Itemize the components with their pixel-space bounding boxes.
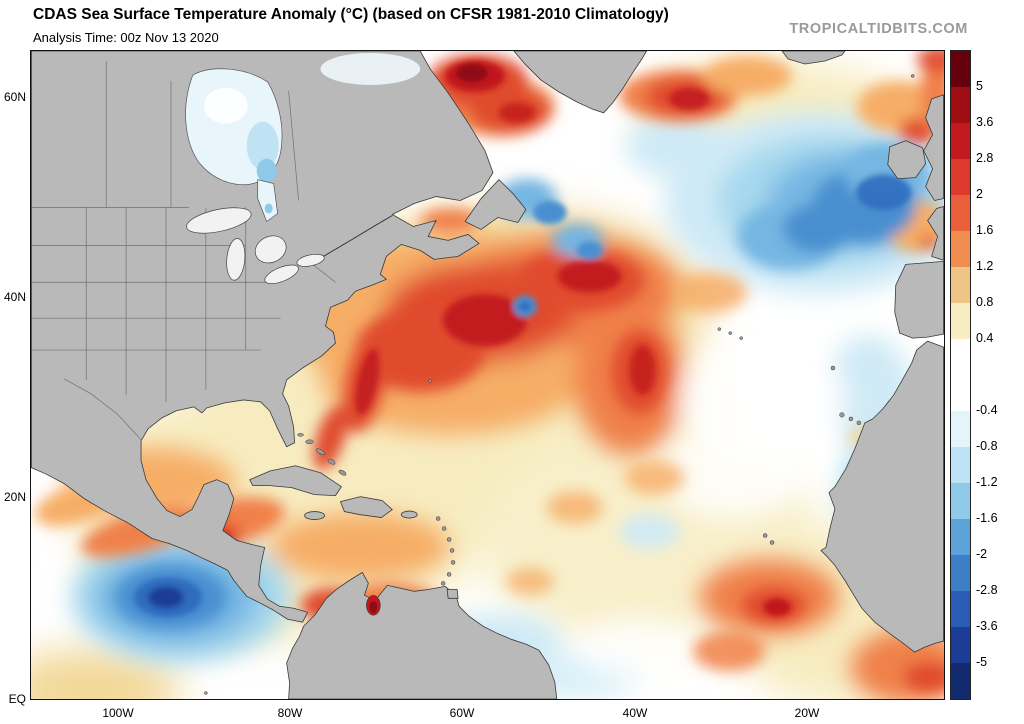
colorbar-segment	[951, 123, 970, 159]
page-title: CDAS Sea Surface Temperature Anomaly (°C…	[33, 6, 669, 23]
north-america	[31, 51, 494, 623]
james-bay	[257, 179, 279, 223]
colorbar-tick-label: 3.6	[976, 115, 994, 129]
great-lakes	[186, 207, 325, 284]
colorbar-tick-label: 1.6	[976, 223, 994, 237]
colorbar-tick-label: 0.4	[976, 331, 994, 345]
map-canvas	[30, 50, 945, 700]
colorbar-tick-label: 5	[976, 79, 983, 93]
watermark: TROPICALTIDBITS.COM	[789, 21, 968, 37]
colorbar-scale	[950, 50, 971, 700]
lat-label-60n: 60N	[3, 90, 26, 104]
lon-label-80w: 80W	[277, 706, 303, 720]
africa	[820, 340, 944, 653]
colorbar-segment	[951, 303, 970, 339]
lon-label-100w: 100W	[102, 706, 134, 720]
analysis-time: Analysis Time: 00z Nov 13 2020	[33, 30, 219, 45]
ireland	[887, 140, 927, 180]
colorbar-segment	[951, 267, 970, 303]
colorbar-tick-label: -5	[976, 655, 988, 669]
colorbar-tick-label: 2.8	[976, 151, 994, 165]
colorbar-labels: 5 3.6 2.8 2 1.6 1.2 0.8 0.4 -0.4 -0.8 -1.2 -1.6 -2 -2…	[976, 50, 1020, 700]
colorbar-tick-label: 1.2	[976, 259, 994, 273]
colorbar-segment	[951, 627, 970, 663]
lon-label-20w: 20W	[794, 706, 820, 720]
colorbar-segment	[951, 87, 970, 123]
colorbar-segment	[951, 447, 970, 483]
colorbar-tick-label: 0.8	[976, 295, 994, 309]
colorbar-segment	[951, 663, 970, 699]
france	[927, 206, 944, 261]
colorbar-segment	[951, 519, 970, 555]
colorbar-segment	[951, 51, 970, 87]
colorbar-tick-label: -0.8	[976, 439, 998, 453]
lat-label-20n: 20N	[3, 490, 26, 504]
colorbar-tick-label: -2	[976, 547, 988, 561]
puerto-rico	[400, 510, 418, 519]
iceland	[781, 51, 846, 65]
hispaniola	[340, 496, 393, 518]
lat-label-40n: 40N	[3, 290, 26, 304]
sst-anomaly-map	[31, 51, 944, 699]
jamaica	[304, 511, 325, 520]
colorbar-tick-label: -2.8	[976, 583, 998, 597]
newfoundland	[464, 179, 527, 230]
colorbar-segment	[951, 159, 970, 195]
hudson-strait	[320, 52, 421, 85]
anomaly-cores	[134, 59, 912, 618]
lakes-layer	[185, 52, 421, 616]
south-america	[286, 571, 558, 699]
colorbar-segment	[951, 411, 970, 447]
colorbar-tick-label: -1.2	[976, 475, 998, 489]
colorbar-segment	[951, 195, 970, 231]
lon-label-60w: 60W	[449, 706, 475, 720]
colorbar-segment	[951, 555, 970, 591]
colorbar-segment	[951, 231, 970, 267]
borders-layer	[31, 60, 336, 441]
colorbar-tick-label: -1.6	[976, 511, 998, 525]
trinidad	[446, 588, 459, 599]
colorbar-tick-label: 2	[976, 187, 983, 201]
greenland	[513, 51, 647, 114]
colorbar-segment	[951, 339, 970, 411]
colorbar-tick-label: -0.4	[976, 403, 998, 417]
lon-label-40w: 40W	[622, 706, 648, 720]
colorbar-tick-label: -3.6	[976, 619, 998, 633]
cuba	[249, 465, 342, 497]
great-britain	[923, 94, 944, 201]
land-layer	[31, 51, 944, 699]
colorbar-segment	[951, 483, 970, 519]
iberia	[894, 260, 944, 339]
colorbar-segment	[951, 591, 970, 627]
lat-label-eq: EQ	[8, 692, 26, 706]
st-lawrence-river	[323, 215, 393, 257]
islands-layer	[204, 74, 915, 695]
